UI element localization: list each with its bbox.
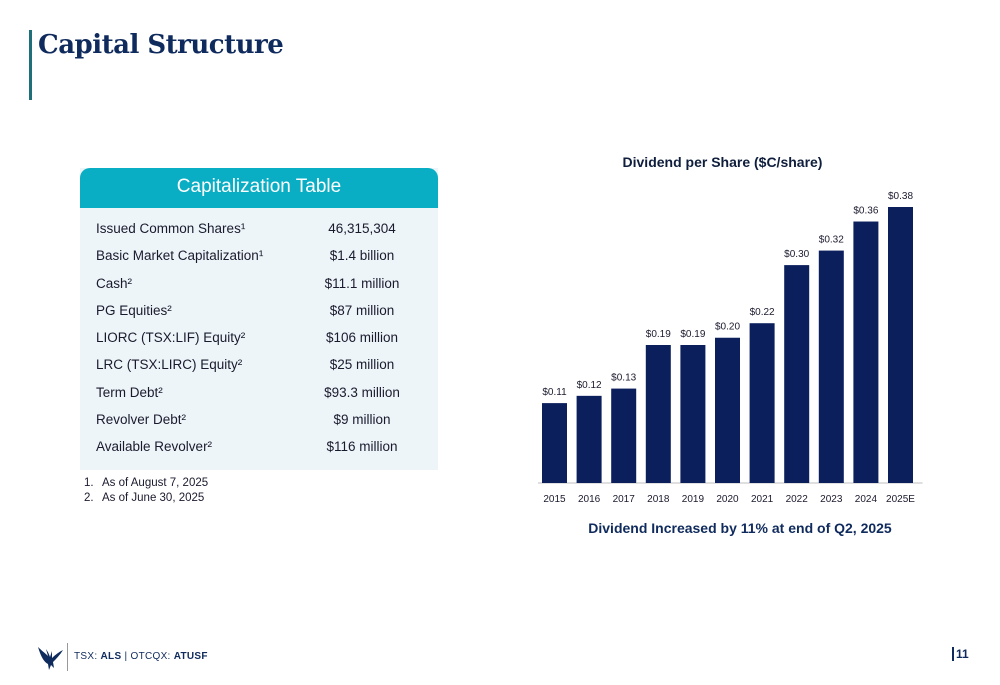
data-label-2021: $0.22	[750, 307, 775, 318]
cap-row-value: $116 million	[326, 439, 398, 455]
cap-table-row: PG Equities² $87 million	[80, 297, 438, 324]
x-tick-label-2022: 2022	[786, 494, 809, 505]
x-tick-label-2020: 2020	[716, 494, 739, 505]
bar-2019	[680, 345, 706, 483]
cap-row-value: $93.3 million	[324, 384, 400, 400]
tsx-prefix: TSX:	[74, 651, 101, 662]
x-tick-label-2021: 2021	[751, 494, 774, 505]
footnote-text: As of June 30, 2025	[102, 492, 205, 504]
data-label-2018: $0.19	[646, 329, 671, 340]
footnote-number: 1.	[84, 477, 94, 489]
cap-table-row: Cash² $11.1 million	[80, 270, 438, 297]
data-label-2024: $0.36	[853, 206, 878, 217]
cap-row-label: LIORC (TSX:LIF) Equity²	[96, 330, 246, 346]
footer-tickers: TSX: ALS | OTCQX: ATUSF	[74, 651, 208, 662]
data-label-2019: $0.19	[680, 329, 705, 340]
footnotes: 1. As of August 7, 2025 2. As of June 30, 2…	[84, 477, 208, 507]
page-number: 11	[952, 647, 969, 661]
x-tick-label-2016: 2016	[578, 494, 601, 505]
cap-table-row: Available Revolver² $116 million	[80, 433, 438, 460]
x-tick-label-2019: 2019	[682, 494, 705, 505]
capitalization-table-rows: Issued Common Shares¹ 46,315,304 Basic Mar…	[80, 208, 438, 461]
page-title: Capital Structure	[38, 30, 284, 60]
tsx-ticker: ALS	[100, 651, 122, 662]
cap-row-label: Term Debt²	[96, 384, 163, 400]
footer-separator: |	[121, 651, 131, 662]
footer-divider	[67, 643, 68, 671]
bar-2023	[818, 250, 844, 483]
cap-table-row: LRC (TSX:LIRC) Equity² $25 million	[80, 351, 438, 378]
bar-2025E	[888, 207, 913, 483]
bar-2021	[749, 323, 775, 483]
footnote-number: 2.	[84, 492, 94, 504]
bar-2016	[576, 395, 602, 483]
bar-2018	[645, 345, 671, 483]
data-label-2017: $0.13	[611, 373, 636, 384]
cap-row-label: LRC (TSX:LIRC) Equity²	[96, 357, 243, 373]
cap-row-value: $87 million	[329, 302, 395, 318]
data-label-2023: $0.32	[819, 235, 844, 246]
cap-row-label: Basic Market Capitalization¹	[96, 248, 264, 264]
x-tick-label-2018: 2018	[647, 494, 670, 505]
cap-row-label: Available Revolver²	[96, 439, 213, 455]
cap-row-value: $9 million	[333, 412, 391, 428]
data-label-2015: $0.11	[542, 387, 567, 398]
bar-2017	[611, 388, 637, 483]
cap-table-row: Basic Market Capitalization¹ $1.4 billion	[80, 242, 438, 269]
cap-row-value: $11.1 million	[324, 275, 400, 291]
x-tick-label-2015: 2015	[543, 494, 566, 505]
x-tick-label-2017: 2017	[613, 494, 636, 505]
cap-row-label: Cash²	[96, 275, 133, 291]
cap-row-value: $1.4 billion	[329, 248, 395, 264]
dividend-bar-chart: $0.11 2015 $0.12 2016 $0.13 2017 $0.19 2018 $0.1…	[538, 191, 923, 505]
otc-prefix: OTCQX:	[130, 651, 174, 662]
data-label-2020: $0.20	[715, 322, 740, 333]
capitalization-table: Capitalization Table Issued Common Share…	[80, 168, 438, 470]
data-label-2022: $0.30	[784, 249, 809, 260]
cap-table-row: Term Debt² $93.3 million	[80, 379, 438, 406]
x-tick-label-2023: 2023	[820, 494, 843, 505]
otc-ticker: ATUSF	[173, 651, 208, 662]
bar-2024	[853, 221, 879, 484]
footnote-text: As of August 7, 2025	[102, 477, 209, 489]
bar-2015	[542, 403, 567, 483]
cap-row-label: Revolver Debt²	[96, 412, 187, 428]
eagle-logo-icon	[38, 647, 63, 670]
bar-2020	[715, 337, 740, 483]
cap-row-value: 46,315,304	[328, 221, 396, 236]
chart-caption: Dividend Increased by 11% at end of Q2, …	[588, 520, 892, 536]
bar-2022	[784, 265, 810, 483]
footnote: 2. As of June 30, 2025	[84, 492, 208, 507]
data-label-2016: $0.12	[577, 380, 602, 391]
chart-title: Dividend per Share ($C/share)	[622, 154, 823, 170]
title-accent-bar	[29, 30, 32, 100]
x-tick-label-2025E: 2025E	[886, 494, 915, 505]
x-tick-label-2024: 2024	[855, 494, 878, 505]
cap-table-row: Issued Common Shares¹ 46,315,304	[80, 215, 438, 242]
capitalization-table-header: Capitalization Table	[80, 168, 438, 208]
cap-row-value: $106 million	[325, 330, 399, 346]
cap-table-row: LIORC (TSX:LIF) Equity² $106 million	[80, 324, 438, 351]
cap-row-label: PG Equities²	[96, 302, 172, 318]
cap-row-value: $25 million	[329, 357, 395, 373]
data-label-2025E: $0.38	[888, 191, 913, 202]
cap-row-label: Issued Common Shares¹	[96, 221, 246, 236]
cap-table-row: Revolver Debt² $9 million	[80, 406, 438, 433]
footnote: 1. As of August 7, 2025	[84, 477, 208, 492]
